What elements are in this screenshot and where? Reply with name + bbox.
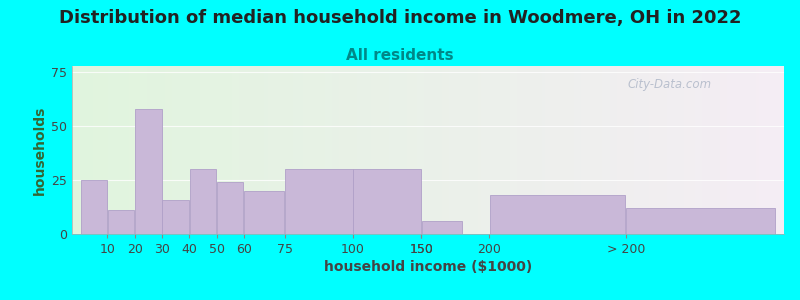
Bar <box>244 191 284 234</box>
Bar <box>135 109 162 234</box>
Text: Distribution of median household income in Woodmere, OH in 2022: Distribution of median household income … <box>58 9 742 27</box>
Bar <box>162 200 189 234</box>
Bar <box>217 182 243 234</box>
Bar <box>422 221 462 234</box>
Bar <box>285 169 353 234</box>
Bar <box>354 169 421 234</box>
Bar <box>108 210 134 234</box>
Bar <box>626 208 775 234</box>
Bar <box>190 169 216 234</box>
Y-axis label: households: households <box>33 105 47 195</box>
Text: All residents: All residents <box>346 48 454 63</box>
Bar <box>490 195 626 234</box>
Bar <box>81 180 107 234</box>
X-axis label: household income ($1000): household income ($1000) <box>324 260 532 274</box>
Text: City-Data.com: City-Data.com <box>627 78 711 91</box>
